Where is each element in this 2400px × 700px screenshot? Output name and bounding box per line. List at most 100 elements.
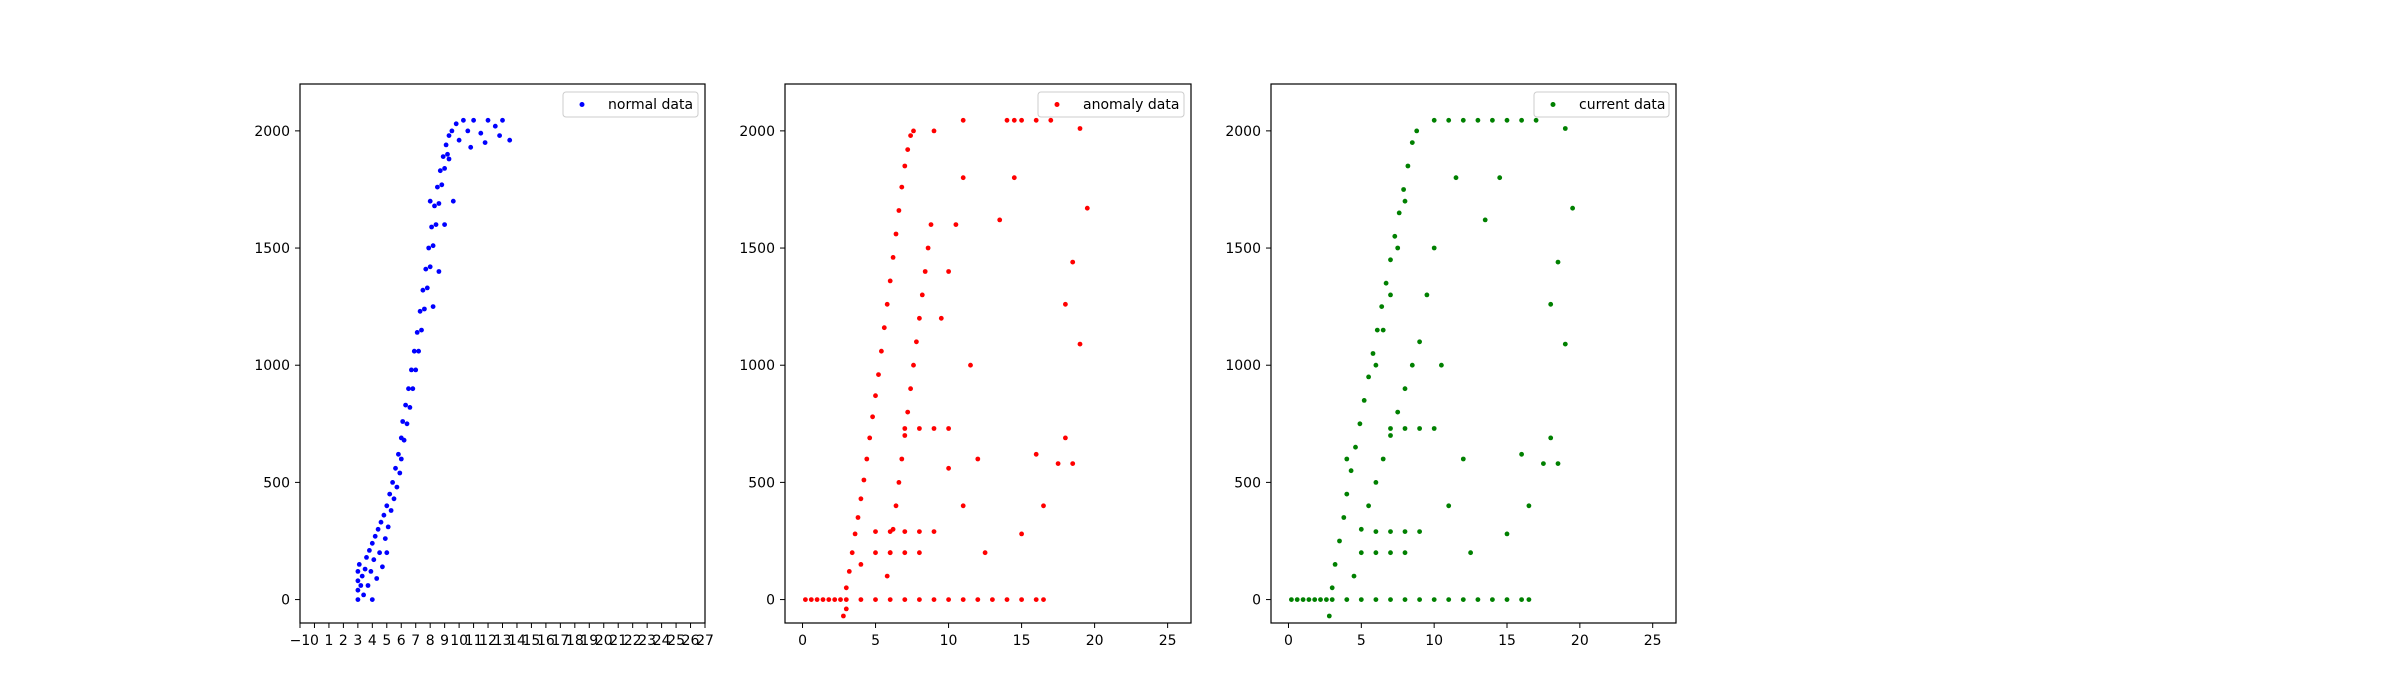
data-point [1417, 339, 1422, 345]
legend-box [1037, 91, 1185, 118]
data-point [843, 585, 849, 591]
data-point [478, 130, 484, 136]
data-point [427, 264, 433, 270]
x-tick-label: 0 [798, 633, 807, 649]
data-point [1341, 515, 1347, 520]
data-point [890, 255, 896, 260]
data-point [838, 597, 843, 602]
y-axis-ticks: 0 500 1000 1500 2000 [254, 124, 300, 609]
data-point [482, 140, 488, 146]
data-point [1033, 117, 1039, 123]
data-point [355, 578, 361, 584]
data-point [393, 465, 398, 471]
data-point [917, 529, 922, 534]
data-point [1374, 327, 1380, 333]
x-tick-label: 23 [638, 633, 656, 649]
x-tick-label: 4 [368, 633, 377, 649]
data-point [1504, 117, 1510, 123]
y-tick-label: 2000 [254, 124, 290, 140]
data-point [356, 562, 362, 567]
x-tick-label: −1 [290, 633, 311, 649]
data-point [416, 348, 421, 354]
legend-box [562, 91, 699, 118]
data-point [1504, 597, 1510, 602]
data-point [1409, 362, 1415, 368]
data-point [919, 292, 925, 298]
data-point [1446, 597, 1452, 602]
x-tick-label: 25 [1644, 633, 1662, 649]
data-point [1388, 292, 1393, 298]
data-point [1344, 456, 1350, 462]
data-point [1055, 461, 1061, 466]
data-point [884, 301, 890, 307]
data-point [953, 222, 959, 228]
plot-area-frame [299, 83, 706, 624]
data-point [388, 508, 394, 513]
data-point [1373, 362, 1379, 368]
data-point [893, 503, 899, 509]
data-point [445, 151, 450, 157]
data-point [896, 480, 902, 485]
data-point [1388, 529, 1393, 534]
x-tick-label: 15 [1013, 633, 1031, 649]
legend: normal data [562, 91, 699, 118]
data-point [997, 217, 1003, 223]
data-point [500, 117, 505, 123]
data-point [1084, 205, 1090, 211]
x-tick-label: 16 [537, 633, 555, 649]
data-point [808, 597, 814, 602]
y-tick-label: 1000 [254, 358, 290, 374]
data-point [1041, 503, 1046, 509]
data-point [1446, 117, 1452, 123]
data-point [362, 566, 368, 572]
data-point [879, 348, 884, 354]
data-point [887, 529, 893, 534]
data-point [381, 512, 387, 518]
data-point [858, 597, 864, 602]
x-tick-label: 5 [382, 633, 391, 649]
data-point [1519, 117, 1524, 123]
data-point [492, 123, 498, 129]
data-point [858, 562, 864, 567]
data-point [899, 184, 905, 190]
data-point [453, 121, 459, 127]
data-point [911, 362, 916, 368]
data-point [1294, 597, 1300, 602]
data-point [1570, 205, 1575, 211]
data-point [1431, 117, 1437, 123]
data-point [439, 182, 445, 188]
data-point [917, 550, 922, 556]
data-point [385, 524, 391, 530]
current-data-points [1289, 117, 1575, 619]
data-point [832, 597, 838, 602]
x-tick-label: 11 [465, 633, 483, 649]
x-axis-ticks: −1 0 1 2 3 4 5 6 7 8 9 1011121314151617181920212223… [290, 623, 714, 649]
data-point [390, 480, 395, 485]
data-point [1318, 597, 1323, 602]
data-point [1326, 613, 1332, 619]
data-point [867, 435, 873, 441]
data-point [1033, 451, 1039, 457]
data-point [1555, 259, 1561, 265]
data-point [931, 128, 937, 134]
data-point [1373, 480, 1379, 485]
data-point [876, 372, 881, 377]
data-point [893, 231, 899, 237]
y-axis-ticks: 0 500 1000 1500 2000 [1225, 124, 1271, 609]
data-point [887, 550, 893, 556]
data-point [826, 597, 832, 602]
data-point [855, 515, 861, 520]
data-point [1460, 117, 1466, 123]
data-point [1482, 217, 1488, 223]
x-tick-label: 25 [1159, 633, 1177, 649]
data-point [430, 304, 436, 309]
data-point [368, 569, 374, 574]
x-tick-label: 21 [609, 633, 627, 649]
data-point [437, 168, 443, 174]
data-point [410, 386, 416, 392]
data-point [369, 597, 375, 602]
data-point [990, 597, 995, 602]
data-point [430, 243, 436, 249]
data-point [1019, 597, 1024, 602]
data-point [803, 597, 808, 602]
